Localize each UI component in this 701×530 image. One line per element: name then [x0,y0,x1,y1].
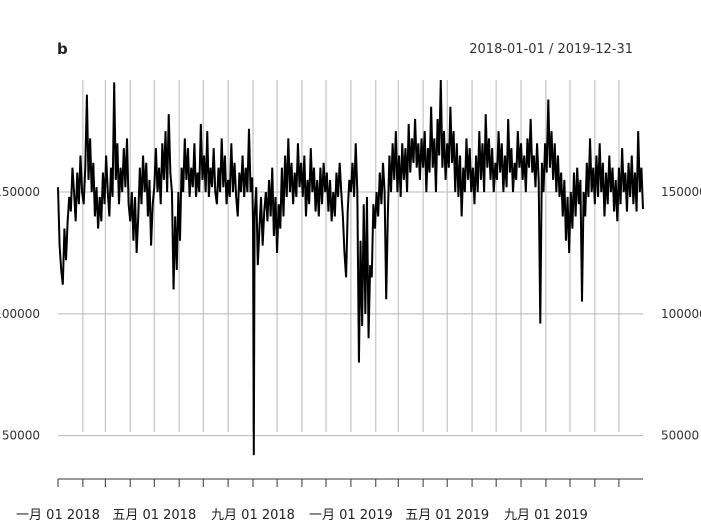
x-tick-label: 一月 01 2019 [309,508,393,523]
x-tick-label: 九月 01 2018 [211,508,295,523]
x-tick-label: 五月 01 2018 [112,508,196,523]
y-tick-label-left: 100000 [0,307,40,321]
x-tick-label: 一月 01 2018 [16,508,100,523]
vertical-gridlines [82,80,620,432]
y-tick-label-right: 150000 [661,185,701,199]
y-tick-label-left: 50000 [2,429,40,443]
chart-title: b [57,40,68,58]
series-layer [57,79,644,456]
date-range-label: 2018-01-01 / 2019-12-31 [469,42,633,57]
y-tick-label-right: 100000 [661,307,701,321]
y-tick-label-left: 150000 [0,185,40,199]
y-axis-left-labels: 50000 100000 150000 [0,185,40,443]
y-axis-right-labels: 50000 100000 150000 [661,185,701,443]
x-axis: 一月 01 2018 五月 01 2018 九月 01 2018 一月 01 2019… [16,478,643,523]
series-line [57,79,644,456]
x-tick-label: 九月 01 2019 [504,508,588,523]
x-tick-label: 五月 01 2019 [405,508,489,523]
y-tick-label-right: 50000 [661,429,699,443]
